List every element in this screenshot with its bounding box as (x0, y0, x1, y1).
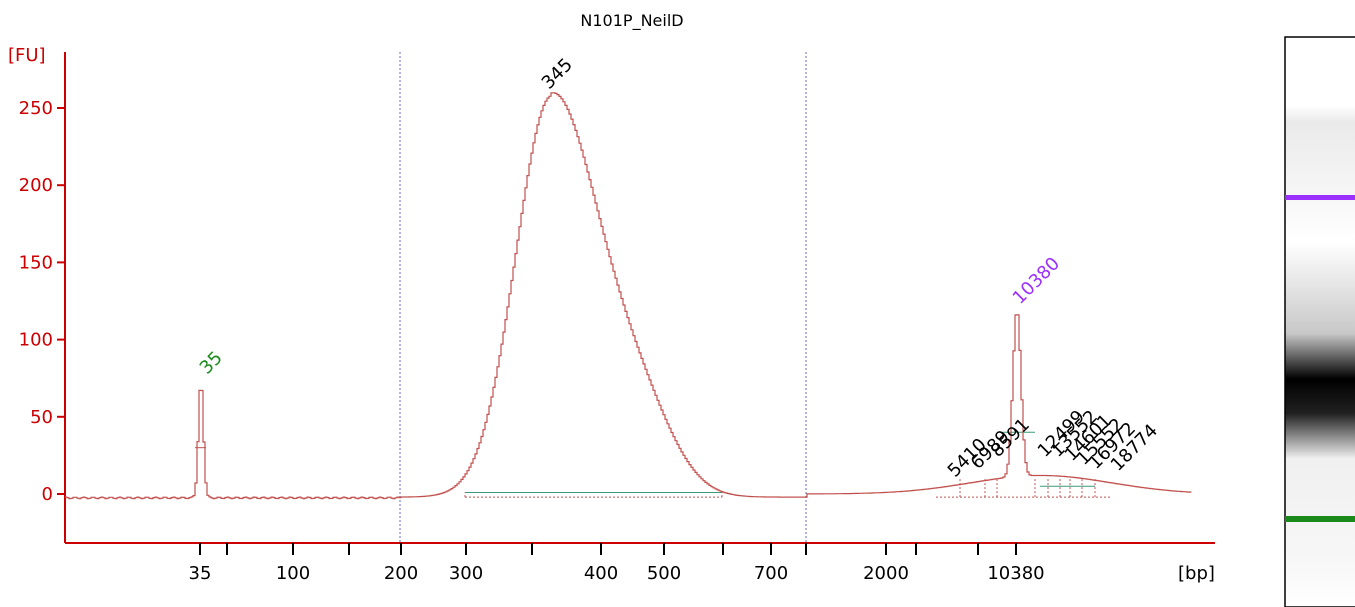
y-tick-label: 100 (19, 330, 53, 351)
upper-marker-band (1285, 195, 1355, 200)
x-tick-label: 35 (189, 563, 212, 584)
x-tick-label: 100 (276, 563, 310, 584)
fluorescence-trace (65, 92, 1192, 500)
peak-label: 345 (538, 54, 577, 93)
chart-title: N101P_NeilD (580, 11, 683, 31)
x-tick-label: 400 (584, 563, 618, 584)
gel-background (1284, 36, 1355, 607)
x-tick-label: 200 (384, 563, 418, 584)
x-axis-label: [bp] (1178, 563, 1215, 584)
x-tick-label: 10380 (987, 563, 1044, 584)
y-axis-label: [FU] (8, 45, 46, 66)
x-tick-label: 700 (754, 563, 788, 584)
y-tick-label: 50 (30, 407, 53, 428)
peak-label: 10380 (1009, 253, 1064, 308)
x-tick-label: 300 (449, 563, 483, 584)
axes: 0 50 100 150 200 250 35 100 200 300 400 500 700 2000 1… (19, 52, 1215, 584)
y-tick-label: 150 (19, 252, 53, 273)
lower-marker-band (1285, 516, 1355, 522)
peak-label: 35 (196, 347, 227, 378)
y-tick-label: 0 (42, 484, 53, 505)
gel-lane (1284, 36, 1355, 607)
peak-baselines (195, 431, 1110, 498)
region-dividers (399, 52, 807, 543)
x-tick-label: 2000 (863, 563, 909, 584)
y-tick-label: 250 (19, 98, 53, 119)
x-tick-label: 500 (647, 563, 681, 584)
peak-baseline-dotted (464, 492, 723, 498)
y-tick-label: 200 (19, 175, 53, 196)
